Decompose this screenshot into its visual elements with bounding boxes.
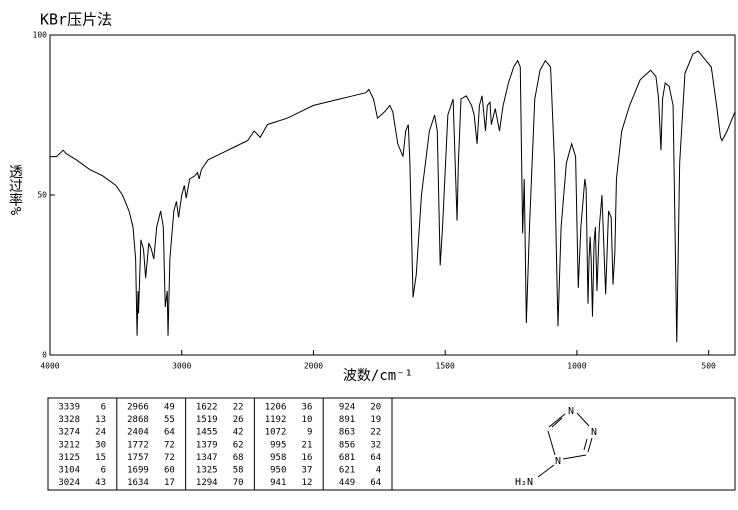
peak-wavenumber: 1455 bbox=[196, 428, 218, 438]
y-axis-label: 透过率% bbox=[7, 165, 23, 216]
spectrum-line bbox=[50, 50, 736, 343]
x-axis-label: 波数/cm⁻¹ bbox=[343, 368, 413, 384]
peak-wavenumber: 2966 bbox=[127, 403, 149, 413]
structure-frame bbox=[391, 397, 736, 491]
peak-transmittance: 43 bbox=[95, 478, 106, 488]
peak-transmittance: 42 bbox=[233, 428, 244, 438]
peak-transmittance: 10 bbox=[302, 415, 313, 425]
peak-wavenumber: 995 bbox=[270, 440, 286, 450]
peak-transmittance: 64 bbox=[370, 478, 381, 488]
peak-wavenumber: 621 bbox=[339, 466, 355, 476]
x-tick-label: 1000 bbox=[567, 362, 586, 371]
peak-wavenumber: 3104 bbox=[58, 466, 80, 476]
peak-transmittance: 68 bbox=[233, 453, 244, 463]
atom-label: N bbox=[568, 406, 574, 417]
peak-wavenumber: 1699 bbox=[127, 466, 149, 476]
peak-transmittance: 9 bbox=[307, 428, 312, 438]
peak-wavenumber: 2404 bbox=[127, 428, 149, 438]
peak-transmittance: 16 bbox=[302, 453, 313, 463]
peak-wavenumber: 1325 bbox=[196, 466, 218, 476]
x-tick-label: 2000 bbox=[304, 362, 323, 371]
peak-transmittance: 62 bbox=[233, 440, 244, 450]
peak-transmittance: 49 bbox=[164, 403, 175, 413]
peak-transmittance: 64 bbox=[370, 453, 381, 463]
plot-frame bbox=[49, 34, 736, 356]
peak-transmittance: 26 bbox=[233, 415, 244, 425]
peak-wavenumber: 1294 bbox=[196, 478, 218, 488]
peak-wavenumber: 3328 bbox=[58, 415, 80, 425]
chart-title: KBr压片法 bbox=[40, 11, 112, 29]
peak-transmittance: 72 bbox=[164, 453, 175, 463]
peak-transmittance: 21 bbox=[302, 440, 313, 450]
peak-transmittance: 6 bbox=[101, 403, 106, 413]
peak-wavenumber: 1072 bbox=[265, 428, 287, 438]
peak-transmittance: 12 bbox=[302, 478, 313, 488]
peak-transmittance: 24 bbox=[95, 428, 106, 438]
peak-transmittance: 6 bbox=[101, 466, 106, 476]
peak-transmittance: 13 bbox=[95, 415, 106, 425]
peak-wavenumber: 1634 bbox=[127, 478, 149, 488]
peak-transmittance: 32 bbox=[370, 440, 381, 450]
peak-transmittance: 72 bbox=[164, 440, 175, 450]
peak-transmittance: 58 bbox=[233, 466, 244, 476]
peak-wavenumber: 1757 bbox=[127, 453, 149, 463]
peak-wavenumber: 941 bbox=[270, 478, 286, 488]
peak-wavenumber: 924 bbox=[339, 403, 355, 413]
peak-transmittance: 17 bbox=[164, 478, 175, 488]
y-tick-label: 0 bbox=[42, 351, 47, 360]
peak-transmittance: 20 bbox=[370, 403, 381, 413]
x-tick-label: 3000 bbox=[172, 362, 191, 371]
peak-wavenumber: 3339 bbox=[58, 403, 80, 413]
peak-transmittance: 22 bbox=[233, 403, 244, 413]
peak-transmittance: 19 bbox=[370, 415, 381, 425]
peak-wavenumber: 449 bbox=[339, 478, 355, 488]
x-tick-label: 4000 bbox=[40, 362, 59, 371]
y-tick-label: 100 bbox=[33, 31, 48, 40]
peak-wavenumber: 681 bbox=[339, 453, 355, 463]
peak-wavenumber: 3024 bbox=[58, 478, 80, 488]
peak-transmittance: 37 bbox=[302, 466, 313, 476]
x-tick-label: 1500 bbox=[436, 362, 455, 371]
peak-wavenumber: 891 bbox=[339, 415, 355, 425]
peak-wavenumber: 3274 bbox=[58, 428, 80, 438]
structure-bonds bbox=[537, 412, 593, 478]
peak-transmittance: 22 bbox=[370, 428, 381, 438]
peak-wavenumber: 1772 bbox=[127, 440, 149, 450]
peak-wavenumber: 958 bbox=[270, 453, 286, 463]
peak-transmittance: 36 bbox=[302, 403, 313, 413]
peak-wavenumber: 3125 bbox=[58, 453, 80, 463]
peak-wavenumber: 950 bbox=[270, 466, 286, 476]
peak-wavenumber: 1519 bbox=[196, 415, 218, 425]
atom-label: N bbox=[555, 456, 561, 467]
peak-transmittance: 30 bbox=[95, 440, 106, 450]
peak-wavenumber: 856 bbox=[339, 440, 355, 450]
peak-transmittance: 70 bbox=[233, 478, 244, 488]
peak-transmittance: 4 bbox=[376, 466, 381, 476]
atom-label: N bbox=[591, 427, 597, 438]
peak-transmittance: 15 bbox=[95, 453, 106, 463]
peak-wavenumber: 1192 bbox=[265, 415, 287, 425]
peak-wavenumber: 3212 bbox=[58, 440, 80, 450]
peak-wavenumber: 1206 bbox=[265, 403, 287, 413]
peak-wavenumber: 1622 bbox=[196, 403, 218, 413]
amine-label: H₂N bbox=[515, 477, 533, 488]
peak-transmittance: 55 bbox=[164, 415, 175, 425]
peak-wavenumber: 2868 bbox=[127, 415, 149, 425]
y-tick-label: 50 bbox=[37, 191, 47, 200]
peak-wavenumber: 1379 bbox=[196, 440, 218, 450]
peak-transmittance: 64 bbox=[164, 428, 175, 438]
peak-transmittance: 60 bbox=[164, 466, 175, 476]
peak-wavenumber: 1347 bbox=[196, 453, 218, 463]
peak-wavenumber: 863 bbox=[339, 428, 355, 438]
x-tick-label: 500 bbox=[701, 362, 716, 371]
